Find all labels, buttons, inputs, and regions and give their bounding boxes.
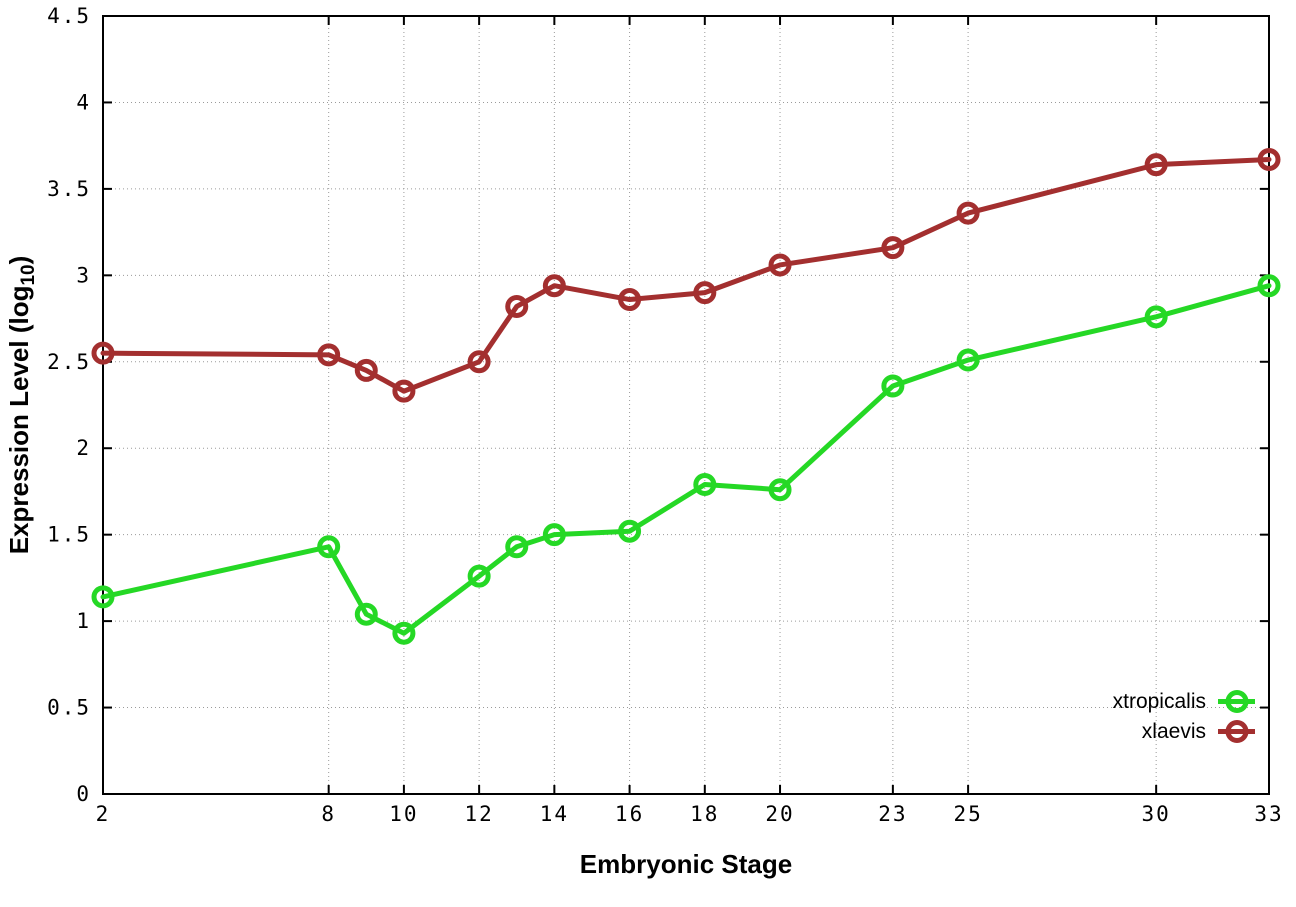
x-tick-label-25: 25 bbox=[953, 802, 982, 826]
y-axis-label-text: Expression Level (log bbox=[4, 285, 34, 555]
data-point-xtropicalis-25 bbox=[956, 348, 980, 372]
x-tick-label-14: 14 bbox=[540, 802, 569, 826]
legend-item-xlaevis: xlaevis bbox=[1142, 720, 1255, 743]
xlaevis-ring-icon bbox=[1225, 720, 1248, 743]
x-axis-label: Embryonic Stage bbox=[579, 849, 793, 879]
data-point-xlaevis-2 bbox=[91, 341, 115, 365]
xtropicalis-ring-icon bbox=[1225, 690, 1248, 713]
data-point-xtropicalis-9 bbox=[354, 602, 378, 626]
y-axis-label: Expression Level (log10) bbox=[4, 256, 40, 555]
data-point-xlaevis-9 bbox=[354, 358, 378, 382]
x-tick-label-8: 8 bbox=[321, 802, 336, 826]
data-point-xtropicalis-14 bbox=[542, 523, 566, 547]
x-tick-label-33: 33 bbox=[1254, 802, 1283, 826]
data-point-xtropicalis-33 bbox=[1257, 274, 1281, 298]
y-axis-label-subscript: 10 bbox=[18, 264, 39, 286]
y-tick-label-2.5: 2.5 bbox=[47, 350, 91, 374]
data-point-xtropicalis-8 bbox=[317, 535, 341, 559]
x-tick-label-23: 23 bbox=[878, 802, 907, 826]
y-tick-label-0: 0 bbox=[76, 782, 91, 806]
legend-label-xtropicalis: xtropicalis bbox=[1112, 690, 1206, 713]
y-tick-label-3.5: 3.5 bbox=[47, 177, 91, 201]
x-tick-label-10: 10 bbox=[389, 802, 418, 826]
data-point-xlaevis-30 bbox=[1144, 153, 1168, 177]
x-tick-label-12: 12 bbox=[464, 802, 493, 826]
data-point-xlaevis-20 bbox=[768, 253, 792, 277]
data-point-xlaevis-33 bbox=[1257, 147, 1281, 171]
data-point-xlaevis-13 bbox=[505, 294, 529, 318]
y-tick-label-3: 3 bbox=[76, 263, 91, 287]
legend: xtropicalis xlaevis bbox=[1113, 690, 1255, 743]
data-point-xlaevis-10 bbox=[392, 379, 416, 403]
data-point-xtropicalis-13 bbox=[505, 535, 529, 559]
legend-label-xlaevis: xlaevis bbox=[1141, 720, 1206, 743]
legend-item-xtropicalis: xtropicalis bbox=[1113, 690, 1255, 713]
data-point-xtropicalis-20 bbox=[768, 478, 792, 502]
data-point-xtropicalis-18 bbox=[693, 473, 717, 497]
data-point-xtropicalis-12 bbox=[467, 564, 491, 588]
y-tick-label-2: 2 bbox=[76, 436, 91, 460]
y-tick-label-1: 1 bbox=[76, 609, 91, 633]
x-tick-label-18: 18 bbox=[690, 802, 719, 826]
data-point-xtropicalis-30 bbox=[1144, 305, 1168, 329]
series-line-xtropicalis bbox=[100, 283, 1272, 636]
data-point-xtropicalis-23 bbox=[881, 374, 905, 398]
data-point-xtropicalis-16 bbox=[618, 519, 642, 543]
data-point-xlaevis-18 bbox=[693, 281, 717, 305]
data-point-xtropicalis-10 bbox=[392, 621, 416, 645]
xlaevis-marker-icon bbox=[1218, 720, 1255, 743]
plot-border bbox=[102, 15, 1270, 795]
y-tick-label-0.5: 0.5 bbox=[47, 696, 91, 720]
y-tick-label-1.5: 1.5 bbox=[47, 523, 91, 547]
xtropicalis-marker-icon bbox=[1218, 690, 1255, 713]
data-point-xlaevis-23 bbox=[881, 236, 905, 260]
series-line-xlaevis bbox=[100, 156, 1272, 394]
data-point-xtropicalis-2 bbox=[91, 585, 115, 609]
x-tick-label-20: 20 bbox=[765, 802, 794, 826]
x-tick-label-2: 2 bbox=[96, 802, 111, 826]
y-tick-label-4.5: 4.5 bbox=[47, 4, 91, 28]
data-point-xlaevis-16 bbox=[618, 288, 642, 312]
data-point-xlaevis-25 bbox=[956, 201, 980, 225]
x-tick-label-30: 30 bbox=[1142, 802, 1171, 826]
y-axis-label-suffix: ) bbox=[4, 255, 34, 265]
data-point-xlaevis-8 bbox=[317, 343, 341, 367]
data-point-xlaevis-12 bbox=[467, 350, 491, 374]
y-tick-label-4: 4 bbox=[76, 90, 91, 114]
x-tick-label-16: 16 bbox=[615, 802, 644, 826]
data-point-xlaevis-14 bbox=[542, 274, 566, 298]
